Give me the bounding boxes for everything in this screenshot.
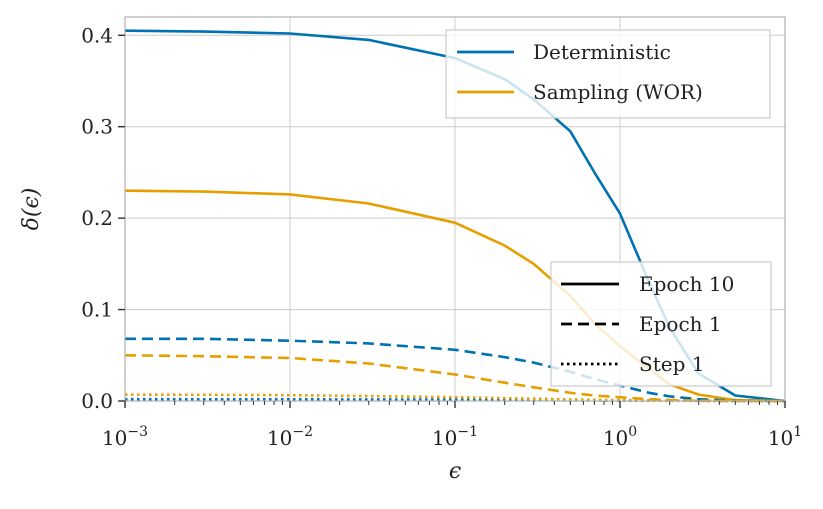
x-tick-label: 10−2 [267,424,313,450]
y-tick-label: 0.3 [81,115,113,139]
legend-label: Epoch 1 [639,312,722,336]
x-tick-label: 100 [603,424,637,450]
legend-label: Epoch 10 [639,272,734,296]
y-tick-label: 0.4 [81,23,113,47]
legend-label: Step 1 [639,352,704,376]
legend-epoch: Epoch 10 Epoch 1 Step 1 [550,261,772,387]
y-tick-label: 0.1 [81,298,113,322]
x-axis-title: ϵ [449,459,461,484]
y-tick-label: 0.2 [81,206,113,230]
x-tick-label: 101 [768,424,802,450]
x-tick-label: 10−3 [102,424,148,450]
legend-label: Sampling (WOR) [533,80,703,104]
y-axis-title: δ(ϵ) [19,188,44,231]
legend-method: Deterministic Sampling (WOR) [445,29,771,119]
y-tick-label: 0.0 [81,389,113,413]
legend-label: Deterministic [533,40,671,64]
series-line-deterministicdotted [124,397,786,403]
series-line-sampling-wor-dotted [124,393,786,403]
x-tick-label: 10−1 [432,424,478,450]
legend-method-box [445,29,771,119]
